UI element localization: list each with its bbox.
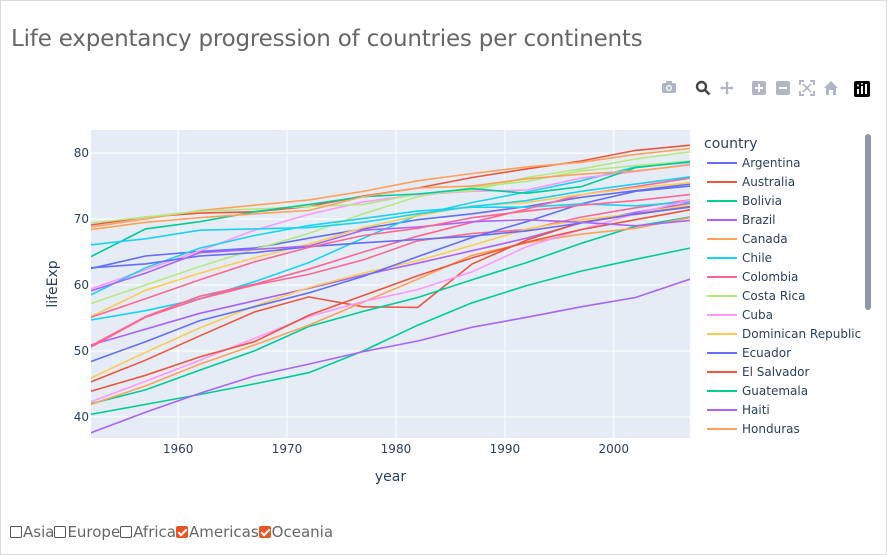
series-line-panama[interactable] xyxy=(91,182,690,318)
filter-label: Asia xyxy=(23,523,55,541)
legend-item[interactable]: Canada xyxy=(707,232,788,246)
legend-label: Ecuador xyxy=(742,346,791,360)
zoom-icon[interactable] xyxy=(694,80,712,98)
legend-label: Cuba xyxy=(742,308,773,322)
legend-item[interactable]: Guatemala xyxy=(707,384,808,398)
filter-oceania[interactable]: Oceania xyxy=(258,523,334,541)
plotly-logo[interactable] xyxy=(854,81,870,97)
zoom-in-icon[interactable] xyxy=(750,80,768,98)
legend-label: Bolivia xyxy=(742,194,782,208)
zoom-out-icon[interactable] xyxy=(774,80,792,98)
legend-label: Brazil xyxy=(742,213,776,227)
legend-label: Haiti xyxy=(742,403,770,417)
series-line-nicaragua[interactable] xyxy=(91,199,690,403)
legend-item[interactable]: Argentina xyxy=(707,156,801,170)
series-lines xyxy=(91,144,690,434)
checkbox-asia[interactable] xyxy=(10,526,22,538)
legend-item[interactable]: Colombia xyxy=(707,270,798,284)
series-line-haiti[interactable] xyxy=(91,278,690,434)
legend-scrollbar[interactable] xyxy=(865,134,871,310)
legend-item[interactable]: Chile xyxy=(707,251,772,265)
y-tick-label: 60 xyxy=(74,278,89,292)
series-line-ecuador[interactable] xyxy=(91,185,690,363)
legend-label: Canada xyxy=(742,232,788,246)
series-line-trinidad-and-tobago[interactable] xyxy=(91,218,690,292)
legend-label: Chile xyxy=(742,251,772,265)
y-tick-label: 70 xyxy=(74,212,89,226)
series-line-peru[interactable] xyxy=(91,209,690,392)
series-line-chile[interactable] xyxy=(91,161,690,321)
checkbox-americas[interactable] xyxy=(175,526,188,538)
series-line-paraguay[interactable] xyxy=(91,206,690,269)
series-line-uruguay[interactable] xyxy=(91,176,690,246)
filter-label: Africa xyxy=(133,523,176,541)
legend-item[interactable]: Brazil xyxy=(707,213,776,227)
legend-item[interactable]: Honduras xyxy=(707,422,800,436)
legend: Argentina Australia Bolivia Brazil Canada Chi… xyxy=(707,156,861,436)
y-axis-title: lifeExp xyxy=(45,260,61,307)
x-tick-label: 1990 xyxy=(490,442,521,456)
continent-filters: Asia Europe Africa Americas Oceania xyxy=(10,523,333,541)
legend-label: Argentina xyxy=(742,156,801,170)
page-title: Life expentancy progression of countries… xyxy=(11,26,643,52)
reset-axes-icon[interactable] xyxy=(822,80,840,98)
y-tick-labels: 40 50 60 70 80 xyxy=(74,146,89,424)
legend-title: country xyxy=(704,136,758,152)
line-chart: 1960 1970 1980 1990 2000 40 50 60 70 80 year lif… xyxy=(45,130,861,485)
legend-item[interactable]: Australia xyxy=(707,175,795,189)
autoscale-icon[interactable] xyxy=(798,80,816,98)
plot-area[interactable] xyxy=(91,130,690,438)
legend-item[interactable]: El Salvador xyxy=(707,365,809,379)
x-tick-label: 2000 xyxy=(598,442,629,456)
series-line-puerto-rico[interactable] xyxy=(91,160,690,258)
filter-label: Americas xyxy=(188,523,259,541)
filter-asia[interactable]: Asia xyxy=(10,523,54,541)
x-tick-label: 1970 xyxy=(272,442,303,456)
y-tick-label: 40 xyxy=(74,410,89,424)
legend-item[interactable]: Cuba xyxy=(707,308,773,322)
pan-icon[interactable] xyxy=(718,80,736,98)
filter-label: Europe xyxy=(67,523,121,541)
series-line-venezuela[interactable] xyxy=(91,193,690,319)
legend-item[interactable]: Ecuador xyxy=(707,346,791,360)
legend-label: Australia xyxy=(742,175,795,189)
filter-label: Oceania xyxy=(271,523,334,541)
series-line-costa-rica[interactable] xyxy=(91,160,690,305)
series-line-colombia[interactable] xyxy=(91,199,690,348)
y-tick-label: 80 xyxy=(74,146,89,160)
camera-icon[interactable] xyxy=(660,80,678,98)
filter-americas[interactable]: Americas xyxy=(175,523,259,541)
legend-item[interactable]: Haiti xyxy=(707,403,770,417)
legend-label: Honduras xyxy=(742,422,800,436)
checkbox-oceania[interactable] xyxy=(258,526,271,538)
x-tick-label: 1960 xyxy=(163,442,194,456)
legend-item[interactable]: Costa Rica xyxy=(707,289,805,303)
y-tick-label: 50 xyxy=(74,344,89,358)
legend-item[interactable]: Bolivia xyxy=(707,194,782,208)
series-line-honduras[interactable] xyxy=(91,216,690,406)
checkbox-africa[interactable] xyxy=(120,526,133,538)
legend-label: Colombia xyxy=(742,270,798,284)
filter-europe[interactable]: Europe xyxy=(54,523,120,541)
filter-africa[interactable]: Africa xyxy=(120,523,176,541)
x-tick-label: 1980 xyxy=(381,442,412,456)
legend-label: El Salvador xyxy=(742,365,809,379)
legend-item[interactable]: Dominican Republic xyxy=(707,327,861,341)
x-axis-title: year xyxy=(375,469,406,485)
legend-label: Costa Rica xyxy=(742,289,805,303)
legend-label: Guatemala xyxy=(742,384,808,398)
series-line-cuba[interactable] xyxy=(91,163,690,290)
series-line-new-zealand[interactable] xyxy=(91,151,690,224)
checkbox-europe[interactable] xyxy=(54,526,67,538)
legend-label: Dominican Republic xyxy=(742,327,861,341)
x-tick-labels: 1960 1970 1980 1990 2000 xyxy=(163,442,629,456)
series-line-united-states[interactable] xyxy=(91,164,690,231)
series-line-guatemala[interactable] xyxy=(91,216,690,405)
